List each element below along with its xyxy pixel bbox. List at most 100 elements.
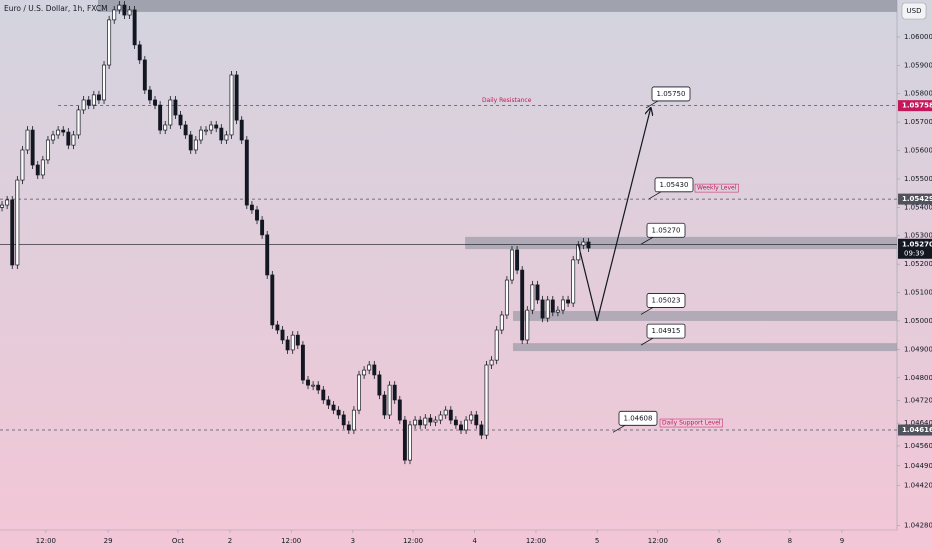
candle-body bbox=[321, 389, 326, 401]
candle-body bbox=[494, 329, 499, 361]
candle-body bbox=[295, 334, 300, 346]
candle-body bbox=[438, 414, 443, 421]
y-tick-label: 1.04490 bbox=[904, 462, 932, 470]
candle-body bbox=[158, 104, 163, 131]
candle-body bbox=[147, 89, 152, 101]
y-tick-label: 1.06000 bbox=[904, 33, 932, 41]
callout-label: 1.04915 bbox=[652, 327, 681, 335]
x-tick-label: 8 bbox=[788, 537, 792, 545]
currency: USD bbox=[907, 7, 922, 15]
candle-body bbox=[520, 269, 525, 341]
candle-body bbox=[40, 159, 45, 176]
candle-body bbox=[66, 131, 71, 146]
currency-box[interactable] bbox=[901, 2, 927, 20]
candle-body bbox=[214, 124, 219, 129]
y-tick-label: 1.05300 bbox=[904, 232, 932, 240]
candle-body bbox=[142, 59, 147, 91]
candle-body bbox=[153, 99, 157, 106]
candle-body bbox=[540, 299, 545, 319]
candle-body bbox=[530, 284, 535, 311]
candle-body bbox=[61, 129, 66, 133]
x-tick-label: 29 bbox=[104, 537, 113, 545]
callout-label: 1.05023 bbox=[652, 296, 681, 304]
candle-body bbox=[581, 241, 586, 246]
candle-body bbox=[102, 64, 106, 101]
candle-body bbox=[51, 134, 55, 141]
y-tick-label: 1.04800 bbox=[904, 374, 932, 382]
candle-body bbox=[367, 364, 372, 371]
candle-body bbox=[392, 384, 397, 401]
callout-pointer bbox=[640, 307, 654, 315]
level-name: Daily Support Level bbox=[662, 420, 721, 427]
candle-body bbox=[459, 424, 463, 431]
callout-box bbox=[651, 86, 691, 102]
candle-body bbox=[188, 134, 193, 151]
zone bbox=[513, 311, 897, 321]
candle-body bbox=[413, 419, 418, 426]
callout-pointer bbox=[640, 236, 654, 245]
callout-box bbox=[646, 293, 686, 308]
candle-body bbox=[112, 9, 117, 21]
x-tick-label: 12:00 bbox=[648, 537, 668, 545]
candle-body bbox=[525, 309, 530, 341]
candle-body bbox=[372, 364, 377, 376]
candle-body bbox=[290, 334, 295, 351]
candle-body bbox=[25, 129, 30, 151]
candle-body bbox=[86, 99, 91, 106]
candle-body bbox=[443, 409, 448, 416]
candle-body bbox=[555, 309, 560, 313]
x-tick-label: 9 bbox=[840, 537, 844, 545]
price-tag-label: 1.04616 bbox=[902, 426, 932, 434]
callout-label: 1.05270 bbox=[652, 226, 681, 234]
x-tick-label: 12:00 bbox=[36, 537, 56, 545]
candle-body bbox=[586, 241, 591, 249]
candle-body bbox=[336, 409, 341, 416]
candle-body bbox=[408, 424, 412, 461]
candle-body bbox=[255, 209, 259, 221]
candle-body bbox=[448, 409, 453, 421]
candle-body bbox=[198, 129, 203, 141]
candle-body bbox=[382, 394, 387, 416]
candle-body bbox=[351, 409, 356, 431]
y-tick-label: 1.05800 bbox=[904, 90, 932, 98]
candle-body bbox=[423, 417, 428, 426]
candle-body bbox=[45, 139, 50, 161]
y-tick-label: 1.04280 bbox=[904, 521, 932, 529]
candle-body bbox=[209, 124, 214, 131]
y-tick-label: 1.05900 bbox=[904, 61, 932, 69]
candle-body bbox=[550, 299, 555, 313]
candle-body bbox=[168, 99, 173, 126]
zone bbox=[465, 236, 897, 250]
callout-pointer bbox=[645, 100, 659, 109]
candle-body bbox=[0, 204, 4, 208]
candle-body bbox=[224, 134, 229, 141]
candle-body bbox=[341, 414, 346, 426]
candle-body bbox=[10, 199, 15, 266]
price-tag-time: 09:39 bbox=[904, 249, 924, 257]
candle-body bbox=[239, 119, 244, 141]
level-name-box bbox=[694, 183, 739, 193]
candle-body bbox=[30, 129, 35, 166]
y-tick-label: 1.05200 bbox=[904, 260, 932, 268]
candle-body bbox=[275, 324, 280, 331]
zone bbox=[513, 343, 897, 352]
candle-body bbox=[402, 419, 407, 461]
candle-body bbox=[469, 414, 474, 421]
y-tick-label: 1.05100 bbox=[904, 289, 932, 297]
candle-body bbox=[117, 4, 122, 11]
candle-body bbox=[535, 284, 540, 301]
y-tick-label: 1.05700 bbox=[904, 118, 932, 126]
y-tick-label: 1.04560 bbox=[904, 442, 932, 450]
level-name-box bbox=[659, 418, 723, 428]
projection-arrow bbox=[577, 108, 650, 322]
y-tick-label: 1.05500 bbox=[904, 175, 932, 183]
candle-body bbox=[265, 234, 270, 276]
candle-body bbox=[433, 419, 438, 423]
y-tick-label: 1.04420 bbox=[904, 482, 932, 490]
callout-box bbox=[646, 222, 686, 238]
y-tick-label: 1.05400 bbox=[904, 203, 932, 211]
callout-label: 1.04608 bbox=[624, 414, 653, 422]
candle-body bbox=[474, 414, 479, 426]
candle-body bbox=[326, 399, 331, 406]
